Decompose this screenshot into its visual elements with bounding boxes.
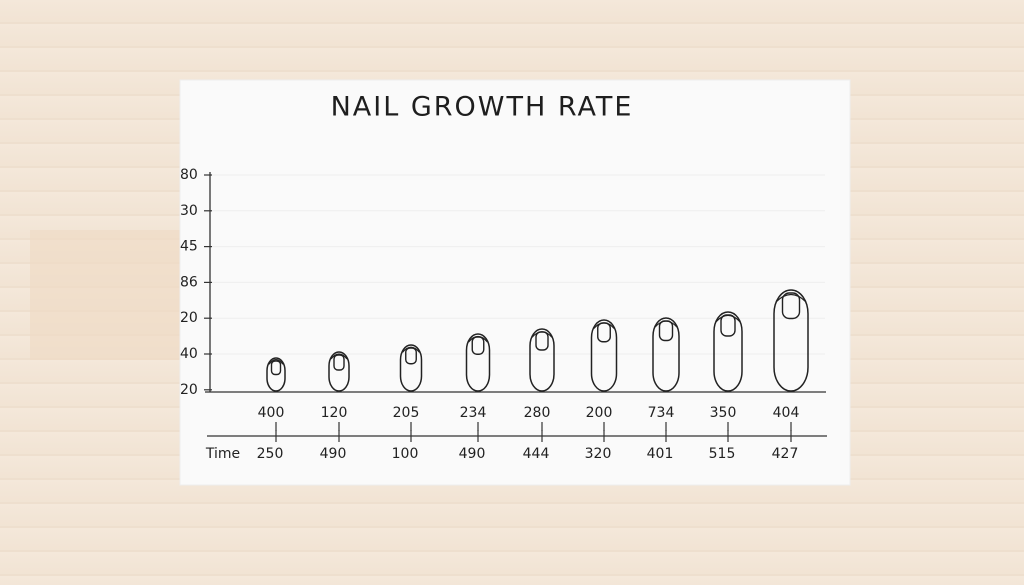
chart-title: NAIL GROWTH RATE — [331, 92, 634, 123]
y-tick-label: 20 — [180, 382, 198, 398]
second-row-label: 444 — [523, 446, 550, 462]
nail-outline — [328, 351, 350, 392]
y-tick-label: 86 — [180, 274, 198, 290]
nail-plate — [658, 320, 674, 342]
second-row-label: 320 — [585, 446, 612, 462]
nail-plate — [405, 347, 417, 365]
nail-plate — [597, 322, 611, 343]
second-row-label: 401 — [647, 446, 674, 462]
second-row-label: 427 — [772, 446, 799, 462]
nail-outline — [465, 333, 491, 392]
x-tick-label: 404 — [773, 405, 800, 421]
x-tick-label: 400 — [258, 405, 285, 421]
wood-patch — [30, 230, 180, 360]
nail-plate — [781, 292, 801, 320]
x-tick-label: 200 — [586, 405, 613, 421]
nail-outline — [652, 317, 680, 392]
y-tick-label: 30 — [180, 203, 198, 219]
nail-outline — [590, 319, 618, 392]
x-tick-label: 734 — [648, 405, 675, 421]
x-tick-label: 120 — [321, 405, 348, 421]
nail-outline — [713, 311, 743, 392]
nail-outline — [773, 289, 809, 392]
x-tick-label: 234 — [460, 405, 487, 421]
nail-top-line — [775, 293, 807, 303]
nail-plate — [535, 331, 549, 351]
y-tick-label: 20 — [180, 310, 198, 326]
x-tick-label: 350 — [710, 405, 737, 421]
second-row-label: 490 — [459, 446, 486, 462]
row-label: Time — [205, 446, 240, 462]
nail-outline — [399, 344, 423, 392]
second-row-label: 515 — [709, 446, 736, 462]
x-tick-label: 205 — [393, 405, 420, 421]
second-row-label: 250 — [257, 446, 284, 462]
x-tick-label: 280 — [524, 405, 551, 421]
nail-top-line — [402, 346, 420, 353]
nail-outline — [529, 328, 555, 392]
nail-plate — [333, 354, 345, 371]
nail-plate — [471, 336, 485, 355]
second-row-label: 490 — [320, 446, 347, 462]
second-row-label: 100 — [392, 446, 419, 462]
nail-plate — [720, 314, 736, 337]
y-tick-label: 40 — [180, 346, 198, 362]
nail-plate — [270, 360, 282, 376]
nail-top-line — [268, 359, 284, 365]
y-tick-label: 80 — [180, 167, 198, 183]
nail-top-line — [330, 353, 348, 360]
nail-outline — [266, 357, 286, 392]
y-tick-label: 45 — [180, 239, 198, 255]
